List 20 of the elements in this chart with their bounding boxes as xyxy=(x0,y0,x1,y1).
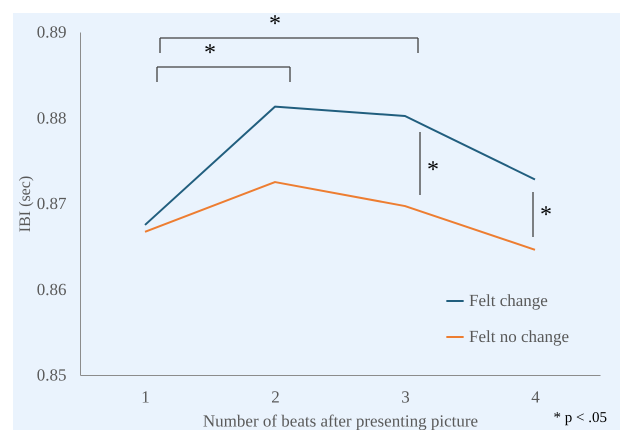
y-tick-label: 0.85 xyxy=(36,366,66,384)
x-tick-label: 2 xyxy=(271,388,280,406)
annotation: * xyxy=(269,11,281,37)
y-tick-label: 0.87 xyxy=(36,194,67,213)
legend-label: Felt no change xyxy=(469,327,570,346)
annotation: * xyxy=(540,202,552,228)
text: * p < .05 xyxy=(554,410,607,426)
x-axis-title: Number of beats after presenting picture xyxy=(202,412,478,430)
line-series xyxy=(144,181,536,251)
annotation: * xyxy=(204,40,216,66)
y-axis-title: IBI (sec) xyxy=(16,176,34,232)
legend-label: Felt change xyxy=(469,291,548,310)
y-tick-label: 0.89 xyxy=(36,22,66,42)
x-tick-label: 1 xyxy=(141,388,150,406)
y-tick-label: 0.88 xyxy=(36,108,66,128)
annotation: * xyxy=(427,157,439,183)
x-tick-label: 4 xyxy=(531,388,540,406)
x-tick-label: 3 xyxy=(401,388,410,406)
y-tick-label: 0.86 xyxy=(36,280,66,299)
line-series xyxy=(144,106,536,226)
